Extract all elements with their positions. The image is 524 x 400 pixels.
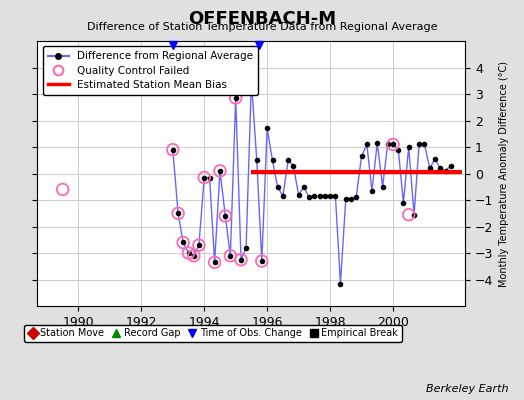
Quality Control Failed — [211, 259, 219, 266]
Quality Control Failed — [179, 239, 188, 246]
Quality Control Failed — [216, 168, 224, 174]
Difference from Regional Average — [280, 194, 286, 198]
Difference from Regional Average — [217, 168, 223, 173]
Line: Difference from Regional Average: Difference from Regional Average — [171, 79, 453, 286]
Quality Control Failed — [405, 212, 413, 218]
Difference from Regional Average — [248, 78, 255, 83]
Quality Control Failed — [59, 186, 67, 193]
Text: Berkeley Earth: Berkeley Earth — [426, 384, 508, 394]
Quality Control Failed — [226, 252, 235, 259]
Quality Control Failed — [184, 250, 193, 256]
Quality Control Failed — [169, 146, 177, 153]
Difference from Regional Average — [447, 163, 454, 168]
Difference from Regional Average — [343, 196, 349, 201]
Quality Control Failed — [389, 141, 397, 148]
Text: OFFENBACH-M: OFFENBACH-M — [188, 10, 336, 28]
Text: Difference of Station Temperature Data from Regional Average: Difference of Station Temperature Data f… — [87, 22, 437, 32]
Y-axis label: Monthly Temperature Anomaly Difference (°C): Monthly Temperature Anomaly Difference (… — [499, 60, 509, 286]
Difference from Regional Average — [170, 147, 176, 152]
Legend: Station Move, Record Gap, Time of Obs. Change, Empirical Break: Station Move, Record Gap, Time of Obs. C… — [24, 324, 402, 342]
Quality Control Failed — [232, 95, 240, 101]
Difference from Regional Average — [327, 194, 333, 198]
Quality Control Failed — [195, 242, 203, 248]
Difference from Regional Average — [337, 281, 344, 286]
Quality Control Failed — [174, 210, 182, 216]
Quality Control Failed — [221, 213, 230, 219]
Quality Control Failed — [237, 256, 245, 263]
Difference from Regional Average — [348, 196, 354, 201]
Quality Control Failed — [200, 174, 209, 181]
Quality Control Failed — [258, 258, 266, 264]
Difference from Regional Average — [369, 188, 375, 193]
Quality Control Failed — [190, 252, 198, 259]
